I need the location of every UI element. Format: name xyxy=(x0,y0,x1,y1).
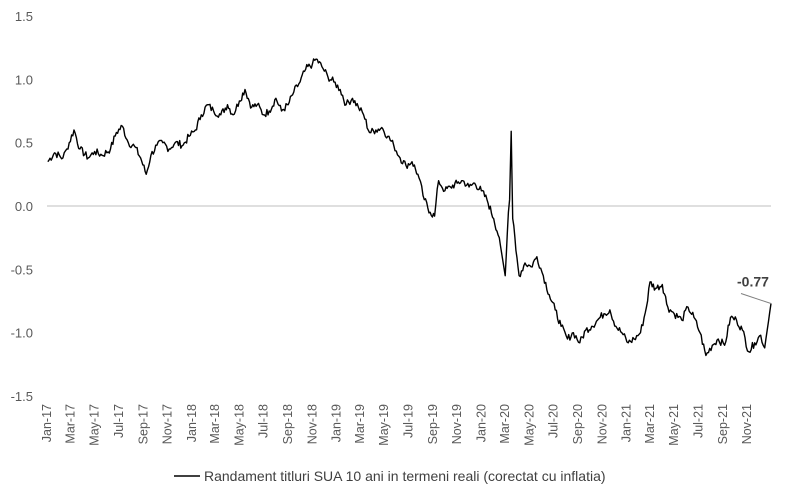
x-tick-label: Mar-21 xyxy=(643,404,657,444)
y-tick-label: 1.0 xyxy=(15,72,33,87)
series-line xyxy=(47,58,772,357)
x-tick-label: Jan-18 xyxy=(185,404,199,442)
x-axis-ticks: Jan-17 Mar-17 May-17 Jul-17 Sep-17 Nov-17 Jan-… xyxy=(40,404,754,446)
x-tick-label: Nov-21 xyxy=(740,404,754,444)
x-tick-label: Mar-20 xyxy=(498,404,512,444)
x-tick-label: Mar-19 xyxy=(353,404,367,444)
x-tick-label: Jul-21 xyxy=(691,404,705,438)
x-tick-label: Nov-19 xyxy=(450,404,464,444)
y-tick-label: -1.5 xyxy=(11,389,33,404)
x-tick-label: Jan-20 xyxy=(474,404,488,442)
x-tick-label: Jan-19 xyxy=(330,404,344,442)
x-tick-label: May-18 xyxy=(232,404,246,446)
x-tick-label: Sep-18 xyxy=(281,404,295,444)
x-tick-label: Sep-20 xyxy=(571,404,585,444)
x-tick-label: Nov-17 xyxy=(161,404,175,444)
y-tick-label: 0.0 xyxy=(15,199,33,214)
x-tick-label: May-21 xyxy=(667,404,681,446)
legend: Randament titluri SUA 10 ani in termeni … xyxy=(174,468,606,484)
x-tick-label: Jul-19 xyxy=(401,404,415,438)
x-tick-label: Nov-18 xyxy=(305,404,319,444)
x-tick-label: May-17 xyxy=(88,404,102,446)
y-tick-label: 1.5 xyxy=(15,9,33,24)
x-tick-label: Jan-17 xyxy=(40,404,54,442)
x-tick-label: Sep-17 xyxy=(136,404,150,444)
x-tick-label: May-20 xyxy=(522,404,536,446)
x-tick-label: Nov-20 xyxy=(595,404,609,444)
x-tick-label: May-19 xyxy=(377,404,391,446)
legend-entry: Randament titluri SUA 10 ani in termeni … xyxy=(204,468,606,484)
x-tick-label: Jul-20 xyxy=(547,404,561,438)
annotation-leader-line xyxy=(740,293,772,305)
annotation-label: -0.77 xyxy=(737,274,769,290)
x-tick-label: Jul-18 xyxy=(257,404,271,438)
x-tick-label: Jul-17 xyxy=(112,404,126,438)
x-tick-label: Sep-21 xyxy=(716,404,730,444)
y-axis-ticks: 1.5 1.0 0.5 0.0 -0.5 -1.0 -1.5 xyxy=(11,9,33,404)
x-tick-label: Jan-21 xyxy=(620,404,634,442)
x-tick-label: Mar-17 xyxy=(63,404,77,444)
x-tick-label: Sep-19 xyxy=(426,404,440,444)
y-tick-label: -1.0 xyxy=(11,326,33,341)
y-tick-label: 0.5 xyxy=(15,136,33,151)
x-tick-label: Mar-18 xyxy=(208,404,222,444)
y-tick-label: -0.5 xyxy=(11,262,33,277)
